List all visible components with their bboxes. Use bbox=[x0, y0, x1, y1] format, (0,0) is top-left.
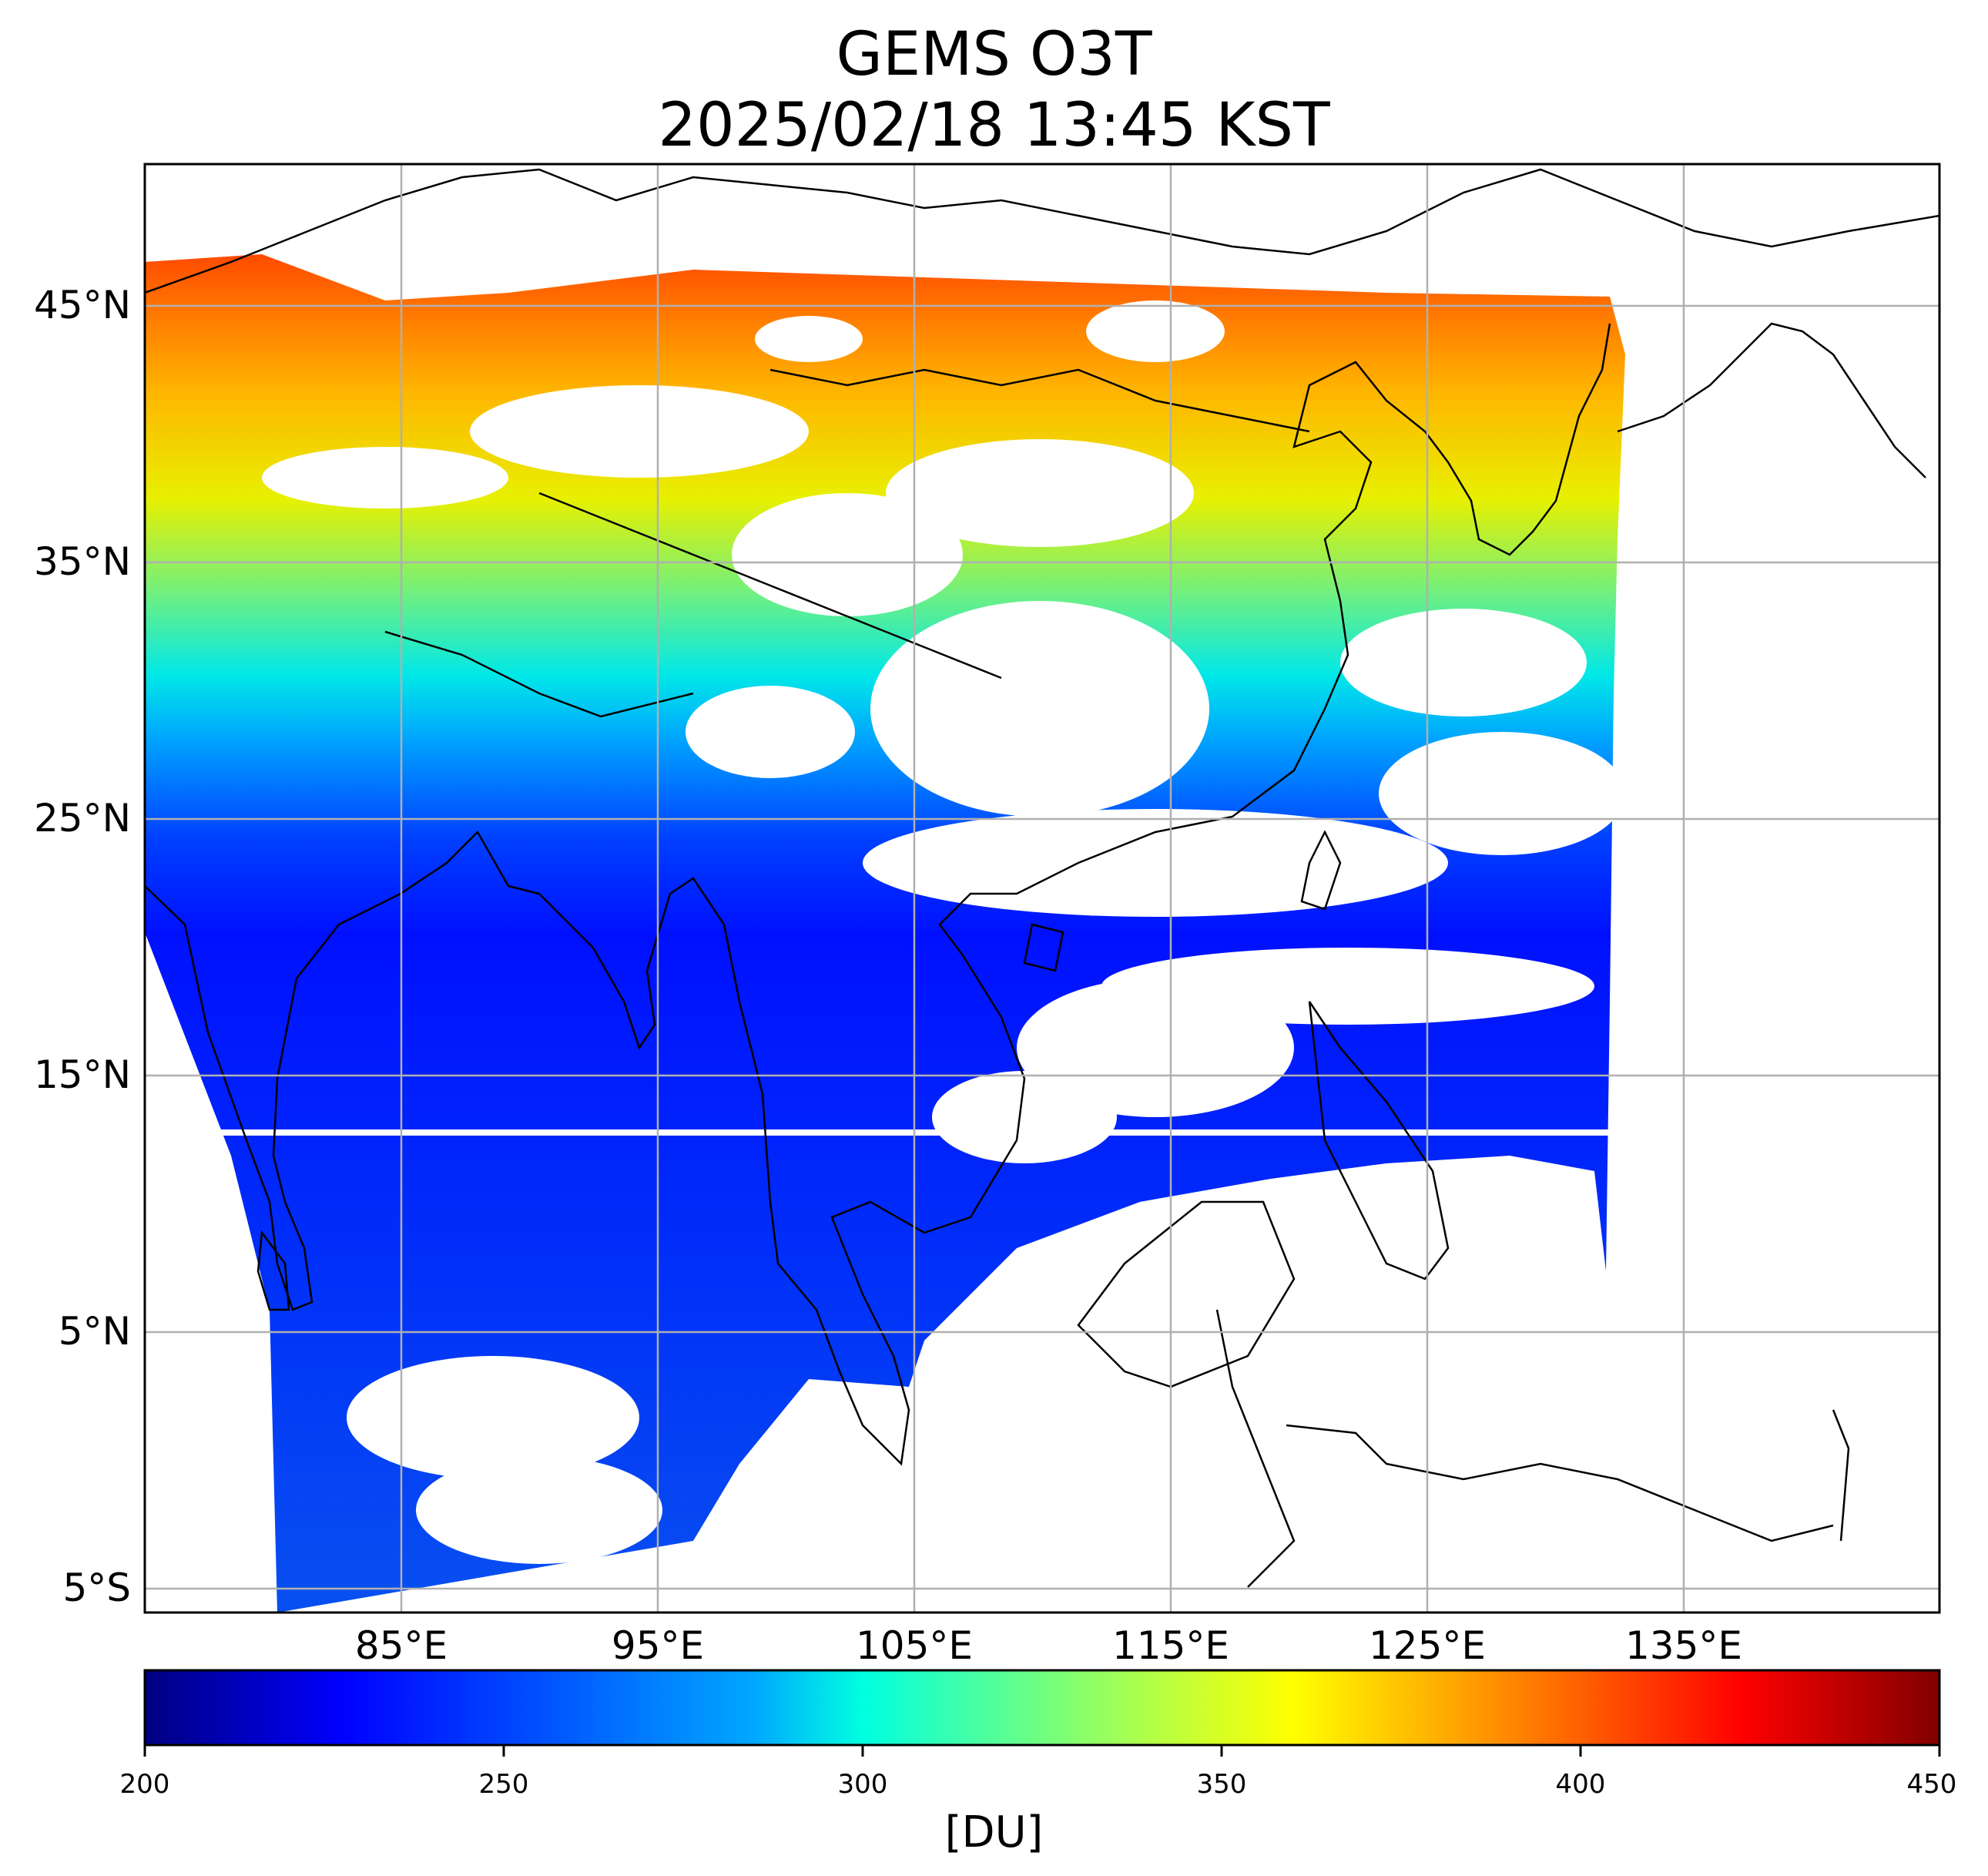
lat-label-15n: 15°N bbox=[33, 1052, 131, 1097]
lon-label-115e: 115°E bbox=[1111, 1623, 1230, 1668]
colorbar-tick-450: 450 bbox=[1906, 1769, 1957, 1800]
lon-label-95e: 95°E bbox=[611, 1623, 705, 1668]
map-gridlines bbox=[145, 164, 1939, 1613]
lat-label-5s: 5°S bbox=[62, 1566, 131, 1610]
colorbar-ticks bbox=[143, 1745, 1941, 1757]
title-line2: 2025/02/18 13:45 KST bbox=[658, 91, 1330, 160]
colorbar bbox=[143, 1669, 1941, 1747]
lat-label-5n: 5°N bbox=[58, 1309, 131, 1354]
coastlines bbox=[145, 168, 1939, 1588]
colorbar-unit-label: [DU] bbox=[944, 1807, 1044, 1858]
colorbar-tick-400: 400 bbox=[1555, 1769, 1606, 1800]
lon-label-85e: 85°E bbox=[354, 1623, 448, 1668]
lon-label-135e: 135°E bbox=[1624, 1623, 1743, 1668]
colorbar-tick-300: 300 bbox=[837, 1769, 888, 1800]
lat-label-25n: 25°N bbox=[33, 796, 131, 841]
ozone-swath bbox=[145, 254, 1625, 1613]
ozone-field bbox=[145, 254, 1631, 1613]
map-frame bbox=[143, 163, 1941, 1614]
no-data-gaps bbox=[145, 300, 1631, 1564]
title-line1: GEMS O3T bbox=[836, 20, 1152, 89]
colorbar-tick-250: 250 bbox=[478, 1769, 529, 1800]
colorbar-tick-350: 350 bbox=[1196, 1769, 1247, 1800]
colorbar-tick-200: 200 bbox=[119, 1769, 170, 1800]
lon-label-105e: 105°E bbox=[855, 1623, 974, 1668]
lat-label-35n: 35°N bbox=[33, 539, 131, 584]
lon-label-125e: 125°E bbox=[1368, 1623, 1487, 1668]
lat-label-45n: 45°N bbox=[33, 283, 131, 327]
